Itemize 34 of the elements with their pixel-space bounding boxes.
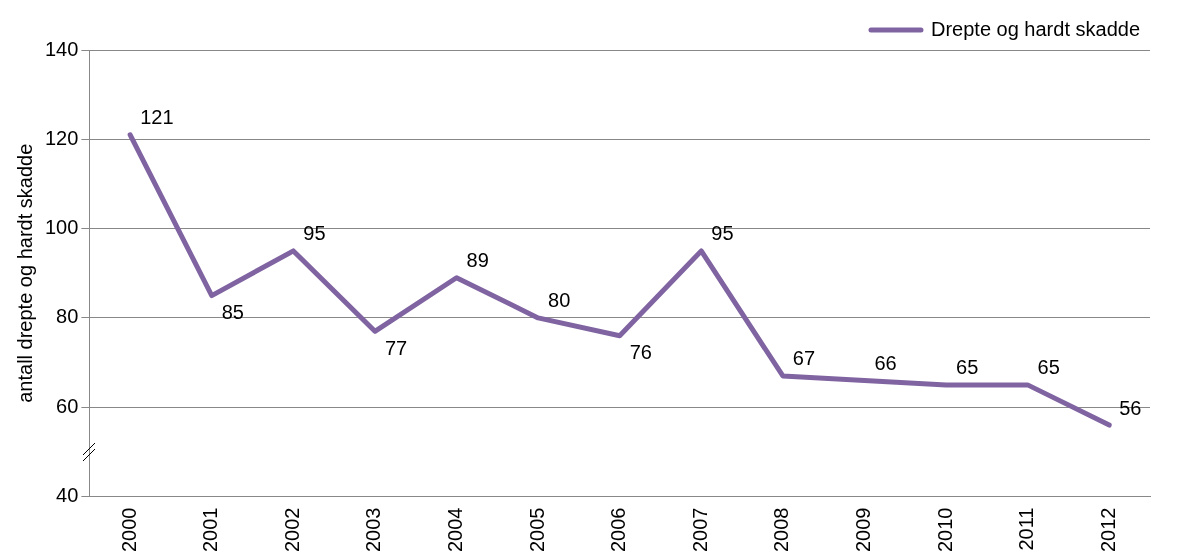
data-label: 85 [221,301,244,324]
y-axis-title: antall drepte og hardt skadde [13,143,36,403]
data-label: 121 [140,106,174,129]
x-tick-label: 2007 [688,507,711,553]
x-tick-label: 2004 [444,507,467,553]
x-tick-label: 2009 [851,507,874,553]
data-label: 67 [792,347,816,370]
data-label: 95 [711,222,734,245]
y-tick-label: 140 [44,37,79,60]
data-label: 66 [874,351,897,374]
x-tick-label: 2006 [607,507,630,553]
data-label: 89 [466,249,489,272]
y-tick-label: 40 [56,484,79,507]
x-tick-label: 2011 [1015,507,1038,551]
legend-label: Drepte og hardt skadde [930,17,1141,40]
x-tick-label: 2010 [933,507,956,553]
y-tick-label: 60 [56,394,79,417]
y-tick-label: 100 [44,216,79,239]
x-tick-label: 2000 [117,507,140,553]
y-tick-label: 80 [56,305,79,328]
data-label: 65 [956,356,979,379]
data-label: 65 [1037,356,1060,379]
x-tick-label: 2003 [362,507,385,553]
x-tick-label: 2002 [280,507,303,553]
data-label: 80 [548,289,571,312]
data-label: 77 [384,336,408,359]
y-tick-label: 120 [44,126,79,149]
x-tick-label: 2005 [525,507,548,553]
data-label: 56 [1119,396,1142,419]
x-tick-label: 2001 [199,507,222,553]
data-label: 95 [303,222,326,245]
data-label: 76 [629,341,652,364]
x-tick-label: 2008 [770,507,793,553]
x-tick-label: 2012 [1096,507,1119,553]
